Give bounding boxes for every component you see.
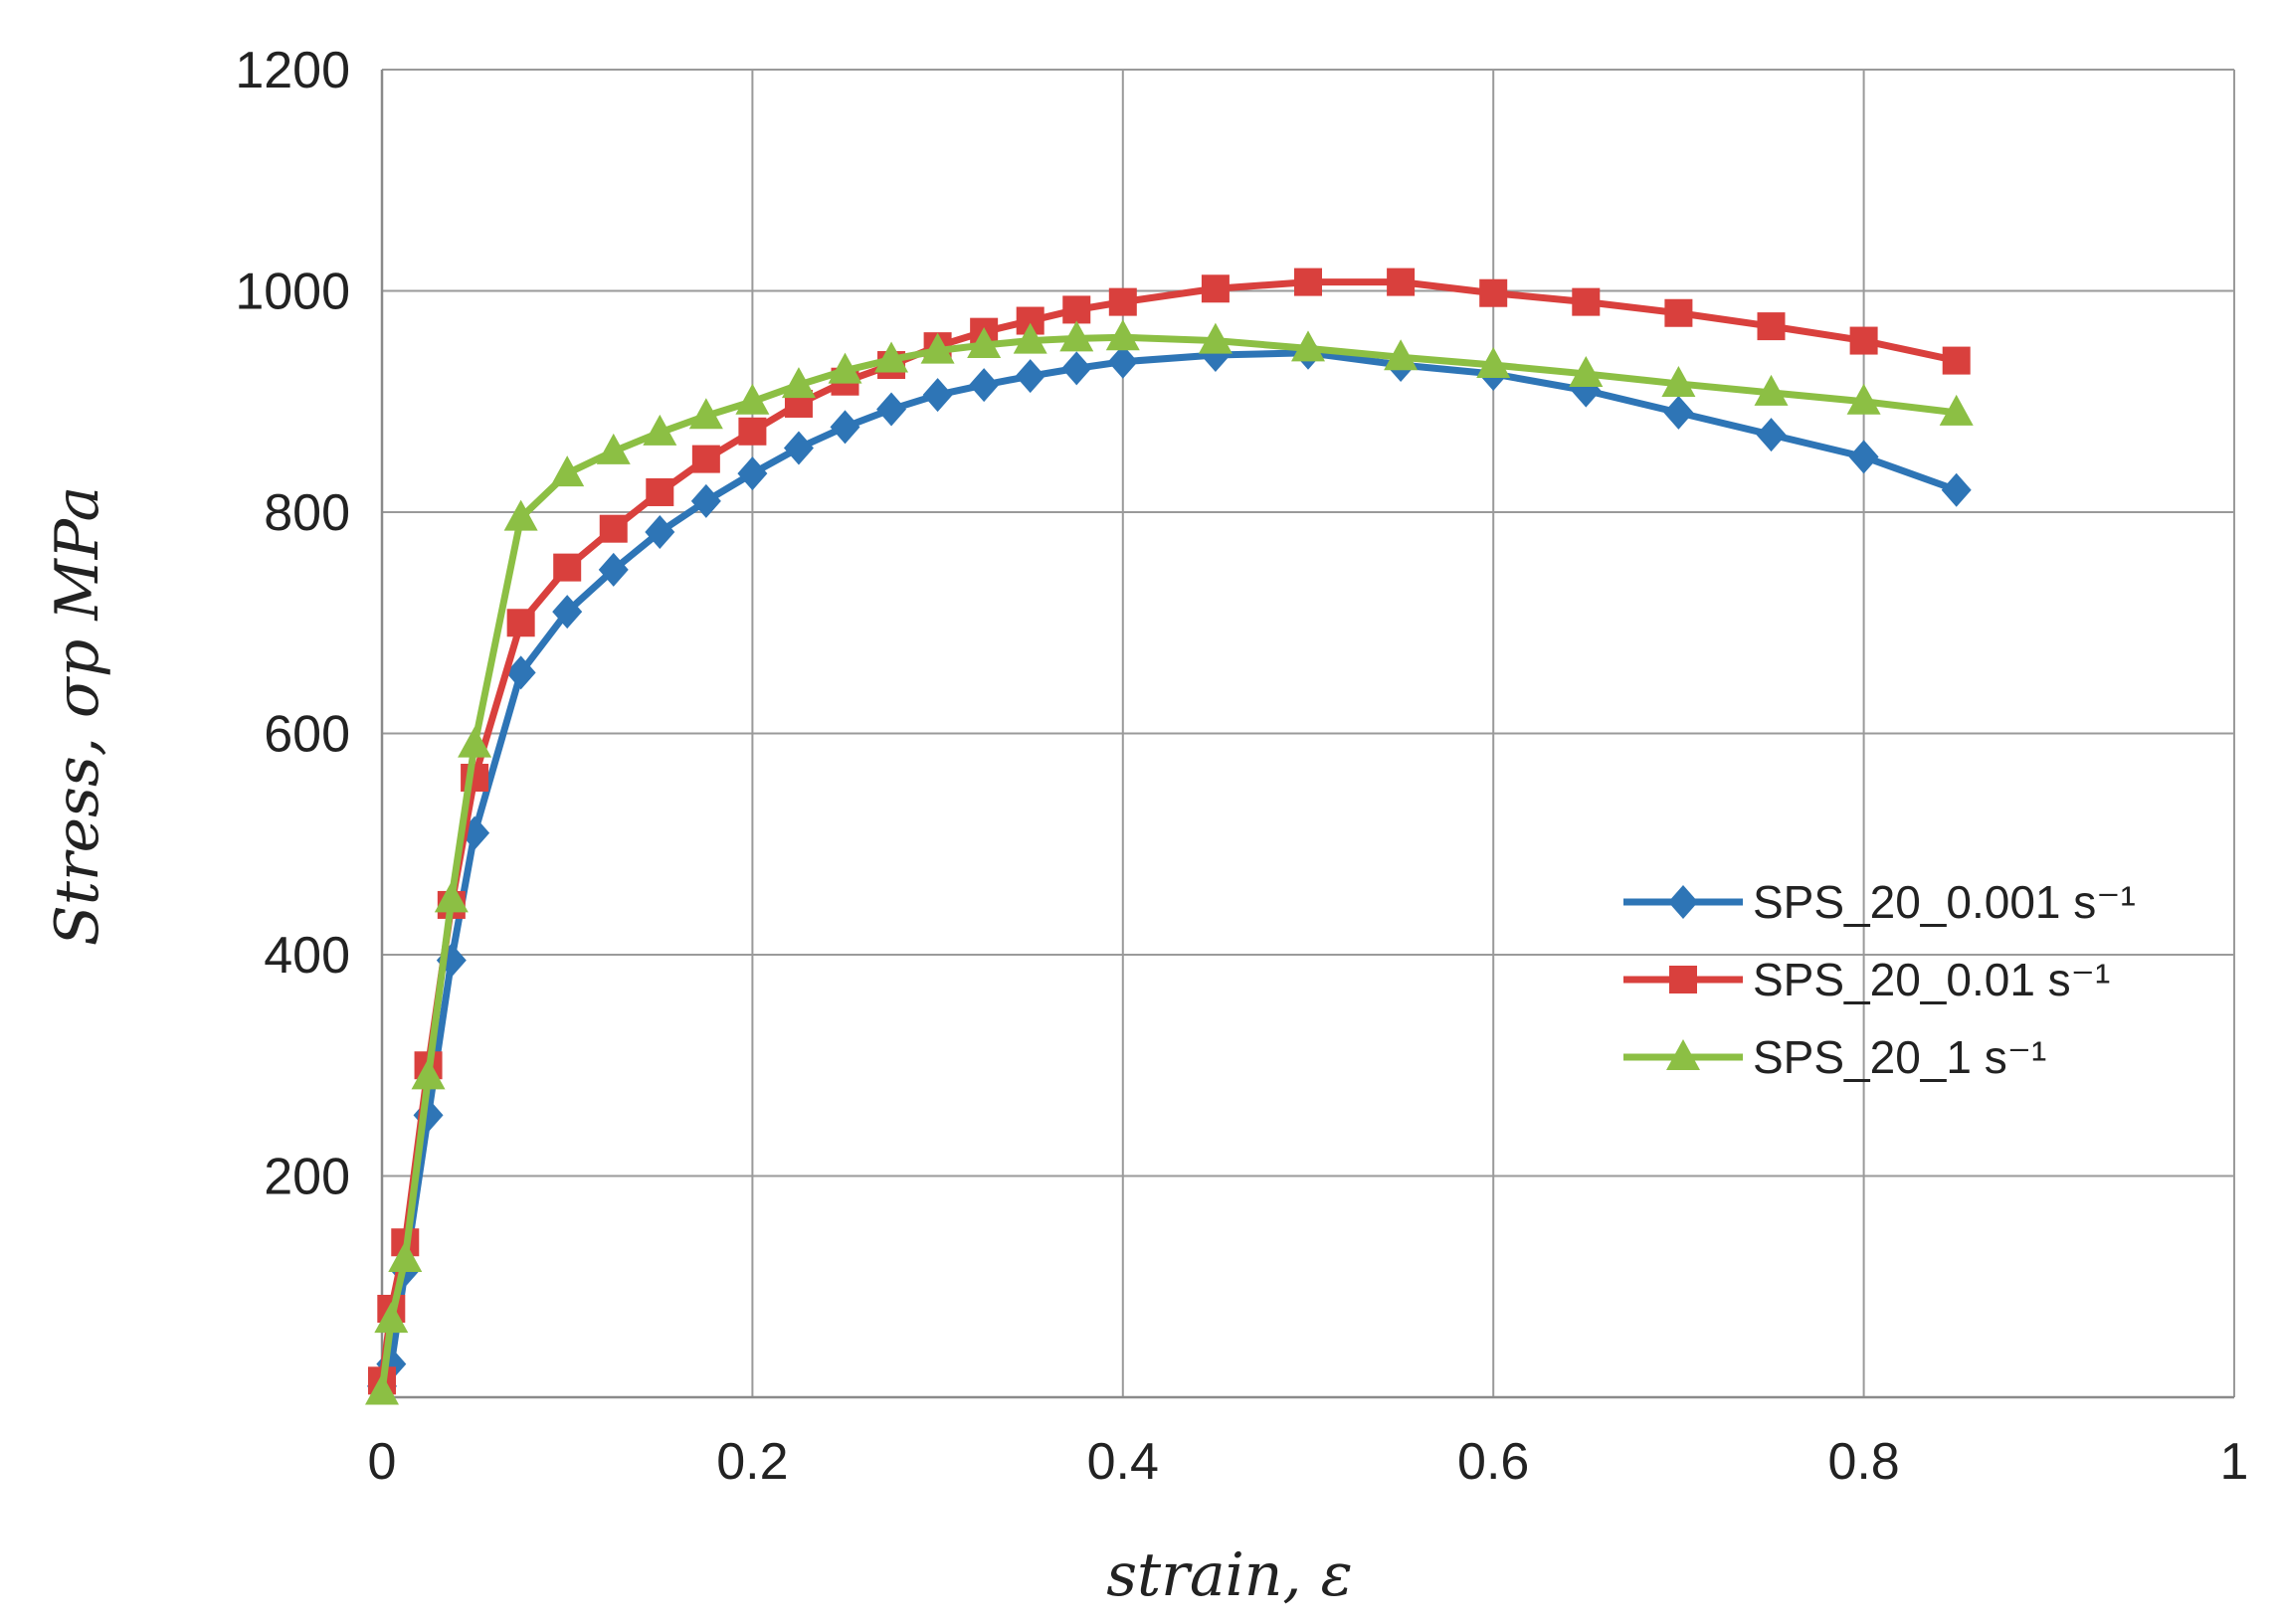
data-point [596, 433, 631, 464]
data-point [1061, 351, 1092, 386]
legend-marker [1668, 885, 1698, 919]
data-point [411, 1058, 446, 1090]
data-point [1201, 274, 1230, 303]
data-point [1107, 344, 1138, 379]
data-point [1062, 295, 1091, 324]
data-point [1849, 326, 1878, 355]
data-point [1661, 365, 1696, 397]
data-point [920, 332, 955, 364]
legend-item: SPS_20_0.001 s⁻¹ [1623, 876, 2136, 928]
data-point [1291, 330, 1325, 362]
x-tick-label: 0.2 [716, 1433, 788, 1491]
x-tick-label: 0.6 [1457, 1433, 1529, 1491]
y-tick-labels: 200 400 600 800 1000 1200 [235, 42, 350, 1206]
y-tick-label: 1200 [235, 42, 350, 99]
data-point [1848, 440, 1879, 474]
data-point [1015, 359, 1045, 394]
data-point [781, 367, 816, 399]
legend-label: SPS_20_1 s⁻¹ [1753, 1031, 2046, 1083]
data-point [598, 552, 629, 587]
y-axis-title: Stress, σp MPa [43, 486, 112, 946]
data-point [876, 392, 907, 427]
legend-marker [1669, 966, 1697, 993]
data-point [1757, 312, 1786, 341]
data-point [1572, 287, 1601, 316]
data-point [1663, 395, 1694, 430]
data-point [643, 414, 677, 446]
data-point [1294, 268, 1322, 296]
data-point [550, 455, 585, 487]
data-point [738, 417, 767, 446]
data-point [1569, 355, 1604, 387]
data-point [1941, 472, 1972, 507]
data-point [691, 445, 720, 473]
y-tick-label: 800 [264, 484, 350, 542]
legend-item: SPS_20_1 s⁻¹ [1623, 1031, 2046, 1083]
y-tick-label: 200 [264, 1149, 350, 1206]
data-point [967, 327, 1002, 359]
data-point [1939, 394, 1974, 426]
y-tick-label: 600 [264, 706, 350, 764]
data-point [646, 477, 674, 506]
legend: SPS_20_0.001 s⁻¹ SPS_20_0.01 s⁻¹ SPS_20_1 … [1623, 876, 2136, 1083]
data-point [1476, 347, 1511, 379]
data-point [969, 368, 1000, 403]
legend-marker [1666, 1039, 1700, 1070]
data-point [1198, 322, 1233, 354]
x-tick-label: 0.4 [1087, 1433, 1159, 1491]
data-point [1664, 298, 1693, 327]
data-point [645, 515, 675, 550]
data-point [506, 609, 535, 637]
data-point [1756, 418, 1787, 452]
data-point [599, 514, 628, 543]
data-point [553, 553, 582, 582]
series-2 [365, 319, 1974, 1405]
data-point [688, 398, 723, 430]
y-tick-label: 400 [264, 927, 350, 985]
data-point [458, 726, 492, 758]
data-point [737, 456, 768, 491]
data-point [1384, 339, 1419, 371]
data-point [374, 1302, 409, 1334]
data-point [1942, 346, 1971, 375]
legend-label: SPS_20_0.001 s⁻¹ [1753, 876, 2136, 928]
x-tick-labels: 0 0.2 0.4 0.6 0.8 1 [368, 1433, 2249, 1491]
legend-label: SPS_20_0.01 s⁻¹ [1753, 954, 2110, 1005]
data-point [388, 1240, 423, 1272]
x-tick-label: 0.8 [1827, 1433, 1899, 1491]
data-point [1387, 268, 1416, 296]
data-point [1059, 320, 1094, 352]
data-point [874, 341, 909, 373]
x-tick-label: 1 [2220, 1433, 2249, 1491]
data-point [552, 595, 583, 630]
data-point [365, 1373, 399, 1405]
data-point [1479, 278, 1508, 307]
axes [380, 70, 2234, 1399]
data-point [1108, 287, 1137, 316]
data-point [690, 483, 721, 518]
y-tick-label: 1000 [235, 264, 350, 321]
data-point [1013, 322, 1047, 354]
data-point [1105, 319, 1140, 351]
data-point [735, 383, 770, 415]
data-point [922, 378, 953, 413]
x-tick-label: 0 [368, 1433, 397, 1491]
data-point [503, 499, 538, 531]
data-point [828, 352, 862, 384]
x-axis-title: strain, ε [1106, 1540, 1353, 1610]
legend-item: SPS_20_0.01 s⁻¹ [1623, 954, 2110, 1005]
data-point [1846, 383, 1881, 415]
series-layer [365, 268, 1974, 1405]
data-point [783, 431, 814, 465]
data-point [1754, 374, 1789, 406]
data-point [830, 410, 860, 445]
data-point [505, 655, 536, 690]
data-point [434, 881, 469, 913]
